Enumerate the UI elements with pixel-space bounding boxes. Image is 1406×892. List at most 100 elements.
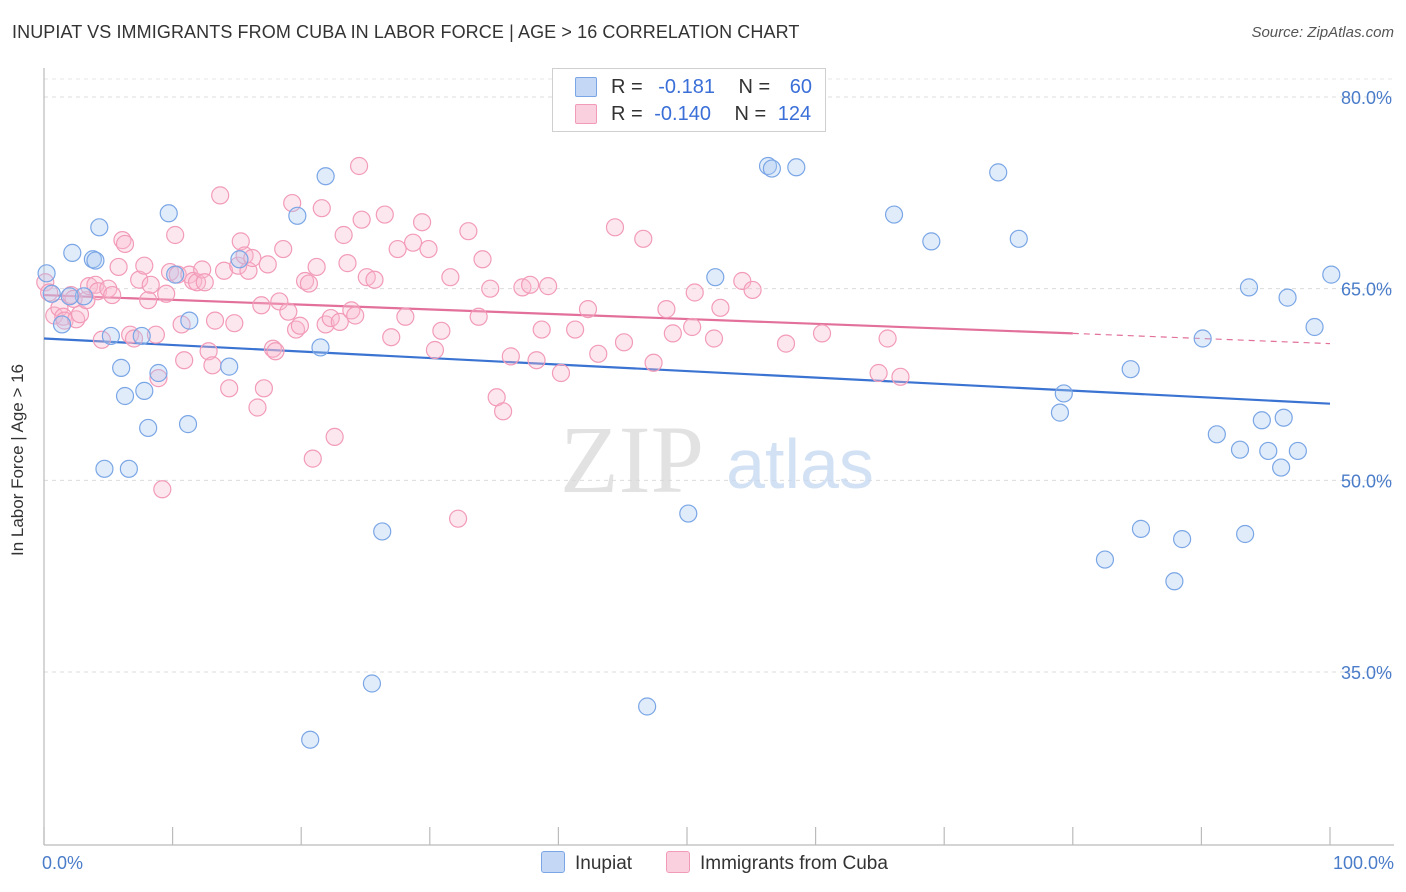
y-tick-label: 80.0% [1341, 88, 1392, 108]
point-inupiat [1173, 530, 1192, 549]
point-cuba [346, 306, 365, 325]
point-cuba [891, 367, 910, 386]
legend-r-value-cuba: -0.140 [654, 103, 711, 125]
point-cuba [733, 271, 752, 291]
point-cuba [79, 277, 99, 296]
legend-swatch-inupiat [575, 77, 597, 97]
point-cuba [199, 342, 218, 361]
point-cuba [139, 291, 158, 310]
y-tick-label: 50.0% [1341, 471, 1392, 491]
point-inupiat [706, 268, 725, 287]
trend-line-cuba-extension [1072, 332, 1331, 345]
point-inupiat [1121, 360, 1140, 379]
point-cuba [263, 339, 283, 358]
chart-title: INUPIAT VS IMMIGRANTS FROM CUBA IN LABOR… [12, 22, 800, 42]
point-cuba [175, 351, 194, 370]
tick-labels: 35.0% 50.0% 65.0% 80.0% 0.0% 100.0% [42, 88, 1394, 873]
watermark-zip: ZIP [560, 406, 704, 513]
point-inupiat [884, 205, 904, 224]
point-cuba [203, 356, 222, 375]
point-cuba [425, 340, 445, 360]
point-inupiat [63, 243, 82, 262]
legend-n-label: N = [738, 76, 771, 98]
point-cuba [252, 296, 271, 315]
point-inupiat [1165, 572, 1184, 591]
point-cuba [157, 284, 176, 303]
point-cuba [644, 353, 663, 372]
bottom-legend-inupiat: Inupiat [541, 851, 632, 877]
x-tick-label: 0.0% [42, 853, 83, 873]
point-inupiat [922, 232, 941, 251]
point-cuba [205, 311, 225, 330]
point-inupiat [638, 697, 657, 716]
trend-lines [43, 293, 1331, 405]
point-inupiat [288, 206, 307, 225]
point-cuba [135, 256, 154, 275]
point-cuba [711, 298, 730, 317]
point-cuba [441, 268, 460, 287]
point-cuba [869, 363, 888, 383]
point-cuba [412, 213, 432, 232]
legend-n-value-cuba: 124 [777, 103, 812, 125]
point-cuba [481, 279, 500, 298]
point-cuba [270, 292, 289, 311]
point-inupiat [230, 250, 249, 269]
point-inupiat [166, 265, 185, 284]
legend-text-cuba: R = -0.140 N = 124 [611, 101, 811, 127]
point-cuba [214, 261, 234, 280]
point-inupiat [1305, 317, 1324, 337]
watermark: ZIP atlas [560, 406, 874, 513]
point-cuba [743, 280, 762, 300]
point-cuba [521, 275, 540, 294]
point-inupiat [301, 730, 320, 749]
point-cuba [657, 300, 676, 319]
series-inupiat [37, 156, 1341, 749]
point-inupiat [135, 381, 154, 400]
point-cuba [141, 275, 160, 294]
point-cuba [685, 283, 704, 302]
legend-text-inupiat: R = -0.181 N = 60 [611, 74, 812, 100]
point-cuba [303, 449, 322, 468]
watermark-atlas: atlas [726, 425, 874, 503]
point-inupiat [1230, 440, 1250, 459]
point-cuba [704, 329, 724, 348]
point-cuba [266, 342, 285, 361]
point-cuba [396, 307, 415, 326]
point-inupiat [86, 251, 105, 270]
point-cuba [149, 369, 168, 388]
point-inupiat [1252, 411, 1271, 430]
point-inupiat [42, 284, 61, 303]
point-cuba [349, 156, 369, 176]
point-inupiat [60, 287, 79, 306]
trend-line-inupiat [43, 337, 1331, 405]
point-cuba [375, 205, 394, 224]
point-inupiat [1278, 288, 1297, 307]
point-inupiat [37, 264, 56, 283]
bottom-legend-swatch-cuba [666, 851, 690, 873]
point-cuba [878, 329, 897, 348]
point-inupiat [178, 415, 198, 434]
point-cuba [229, 256, 248, 275]
bottom-legend-label-cuba: Immigrants from Cuba [700, 853, 888, 874]
point-cuba [459, 222, 478, 241]
point-inupiat [311, 338, 330, 357]
point-cuba [220, 379, 239, 398]
point-inupiat [180, 311, 199, 330]
point-inupiat [1236, 524, 1255, 544]
point-cuba [382, 328, 401, 347]
point-cuba [566, 320, 585, 339]
legend-n-label: N = [734, 103, 767, 125]
point-cuba [614, 333, 634, 352]
point-inupiat [679, 504, 698, 523]
point-inupiat [989, 163, 1008, 182]
legend-n-value-inupiat: 60 [789, 76, 813, 98]
point-cuba [312, 199, 331, 218]
point-inupiat [1095, 550, 1115, 569]
point-inupiat [1009, 229, 1028, 248]
point-cuba [539, 277, 558, 296]
point-inupiat [1239, 278, 1259, 297]
point-inupiat [149, 363, 168, 383]
point-cuba [338, 254, 357, 273]
point-cuba [274, 239, 293, 259]
point-cuba [92, 330, 111, 349]
